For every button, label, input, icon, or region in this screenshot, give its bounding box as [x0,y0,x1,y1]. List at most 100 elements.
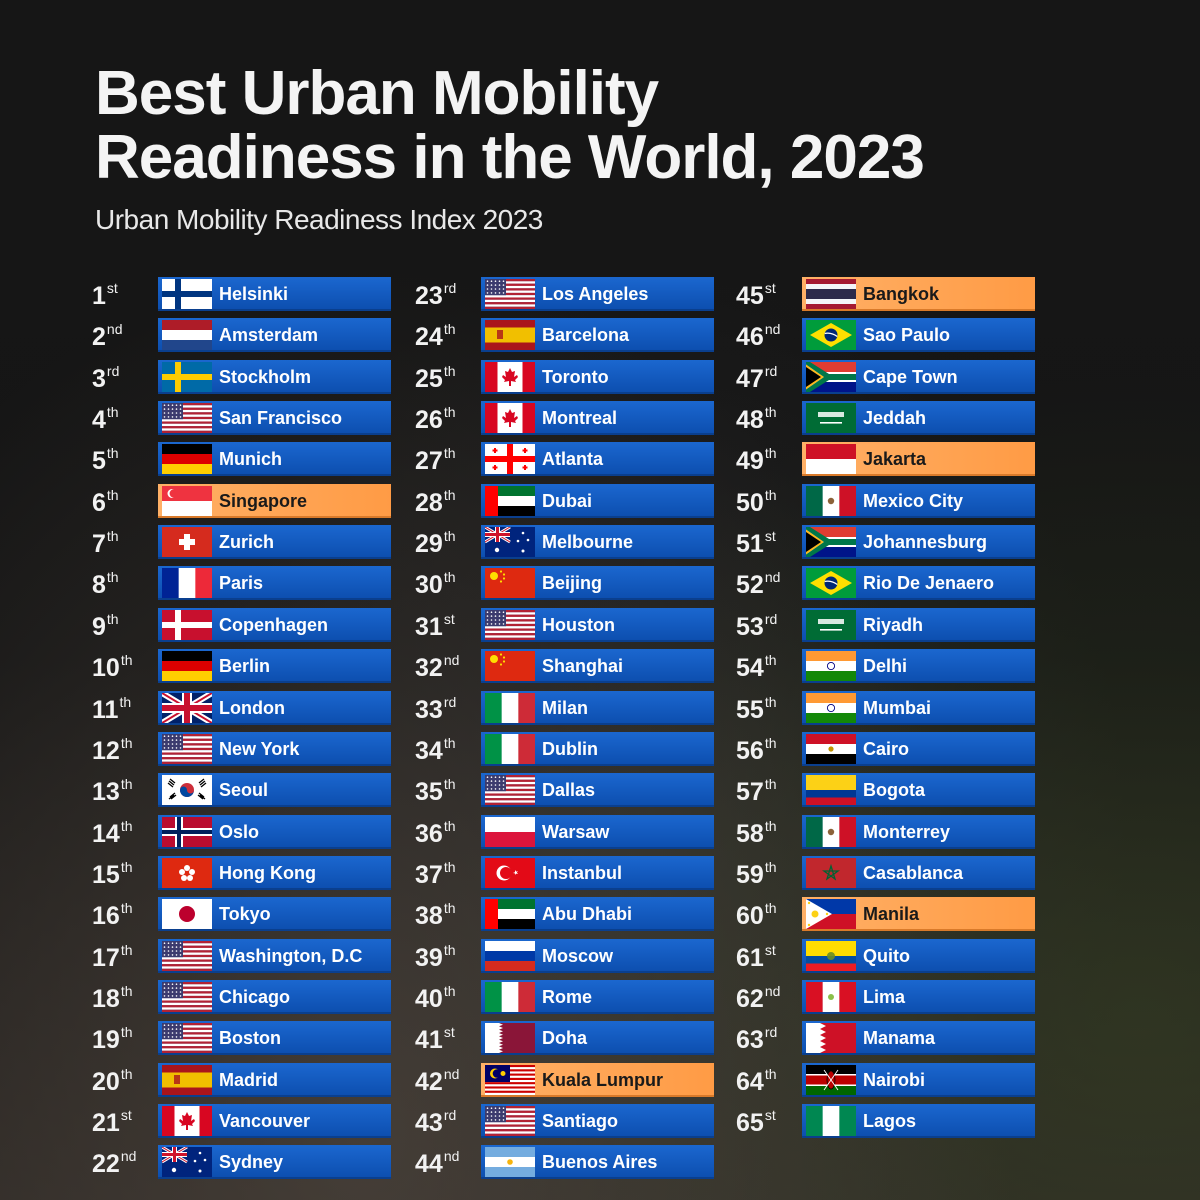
city-bar: Santiago [481,1104,714,1138]
city-name: Berlin [219,656,271,677]
rank-label: 38th [415,897,485,931]
china-flag-icon [485,568,535,599]
city-name: Monterrey [863,821,951,842]
city-bar: Washington, D.C [158,938,391,973]
rank-number: 65 [736,1109,764,1137]
nigeria-flag-icon [806,1106,856,1136]
rank-suffix: th [443,404,456,421]
italy-flag-icon [485,981,535,1012]
ranking-row: 18th Chicago [92,979,392,1014]
ranking-row: 42nd Kuala Lumpur [415,1062,715,1097]
rank-suffix: th [120,1024,133,1041]
rank-label: 25th [415,360,485,394]
rank-suffix: th [764,652,777,669]
rank-suffix: st [106,280,118,296]
rank-label: 55th [736,691,806,725]
rank-number: 57 [736,778,764,807]
city-name: Jakarta [863,449,927,470]
rank-suffix: th [119,693,132,710]
rank-label: 31st [415,608,485,642]
georgia-flag-icon [485,444,535,475]
rank-label: 9th [92,608,162,642]
rank-suffix: st [764,1107,776,1123]
city-name: Johannesburg [863,532,988,553]
city-name: Chicago [219,986,291,1007]
rank-suffix: th [120,858,133,875]
china-flag-icon [485,651,535,682]
japan-flag-icon [162,899,212,930]
city-name: Singapore [219,490,308,511]
city-bar: Los Angeles [481,277,714,311]
city-name: Quito [863,945,910,966]
ranking-row: 11th London [92,690,392,725]
usa-flag-icon [485,775,535,806]
city-name: Kuala Lumpur [542,1069,664,1090]
city-bar: Warsaw [481,814,714,849]
city-name: Abu Dhabi [542,904,632,925]
city-name: Oslo [219,821,260,842]
city-bar: Bogota [802,773,1035,808]
rank-number: 59 [736,860,764,889]
city-bar: Abu Dhabi [481,897,714,932]
ranking-row: 25th Toronto [415,359,715,394]
city-bar: Beijing [481,566,714,601]
city-name: Mexico City [863,490,964,511]
rank-suffix: nd [120,1148,137,1165]
rank-label: 62nd [736,980,806,1014]
ranking-row: 9th Copenhagen [92,607,392,642]
city-name: Los Angeles [542,284,649,304]
rank-suffix: nd [764,569,781,586]
ranking-row: 62nd Lima [736,979,1036,1014]
rank-label: 1st [92,277,162,311]
ranking-row: 1st Helsinki [92,277,392,311]
qatar-flag-icon [485,1023,535,1054]
city-bar-highlighted: Bangkok [802,277,1035,311]
page-title: Best Urban Mobility Readiness in the Wor… [95,59,925,192]
rank-number: 62 [736,984,764,1013]
rank-label: 4th [92,401,162,435]
rank-number: 33 [415,695,443,724]
rank-label: 23rd [415,277,485,311]
city-bar: Shanghai [481,649,714,684]
ecuador-flag-icon [806,940,856,971]
page-subtitle: Urban Mobility Readiness Index 2023 [95,204,543,235]
rank-label: 29th [415,525,485,559]
usa-flag-icon [162,403,212,434]
city-bar: Barcelona [481,318,714,353]
rank-label: 12th [92,732,162,766]
australia-flag-icon [162,1147,212,1178]
rank-number: 4 [92,406,106,435]
rank-suffix: th [764,693,777,710]
rank-suffix: th [764,858,777,875]
ranking-row: 13th Seoul [92,773,392,808]
city-name: Sao Paulo [863,325,951,346]
city-name: Hong Kong [219,862,316,883]
city-name: Bangkok [863,284,940,304]
rank-label: 34th [415,732,485,766]
city-bar: Cape Town [802,359,1035,394]
rank-suffix: rd [443,1107,457,1123]
city-name: Dubai [542,490,593,511]
rank-suffix: st [764,528,776,545]
rank-label: 19th [92,1021,162,1055]
city-name: Tokyo [219,904,271,925]
peru-flag-icon [806,981,856,1012]
city-bar: Manama [802,1021,1035,1056]
rank-number: 53 [736,612,764,641]
city-name: Milan [542,697,589,718]
city-name: Washington, D.C [219,945,363,966]
rank-label: 50th [736,484,806,518]
city-bar: Lima [802,979,1035,1014]
rank-number: 14 [92,819,120,848]
city-bar: Moscow [481,938,714,973]
ranking-row: 3rd Stockholm [92,359,392,394]
city-bar: Amsterdam [158,318,391,353]
rank-suffix: rd [764,610,778,627]
ranking-row: 17th Washington, D.C [92,938,392,973]
rank-number: 51 [736,530,764,559]
rank-number: 16 [92,902,120,931]
rank-suffix: th [443,941,456,958]
ranking-row: 23rd Los Angeles [415,277,715,311]
ranking-row: 12th New York [92,731,392,766]
netherlands-flag-icon [162,320,212,351]
